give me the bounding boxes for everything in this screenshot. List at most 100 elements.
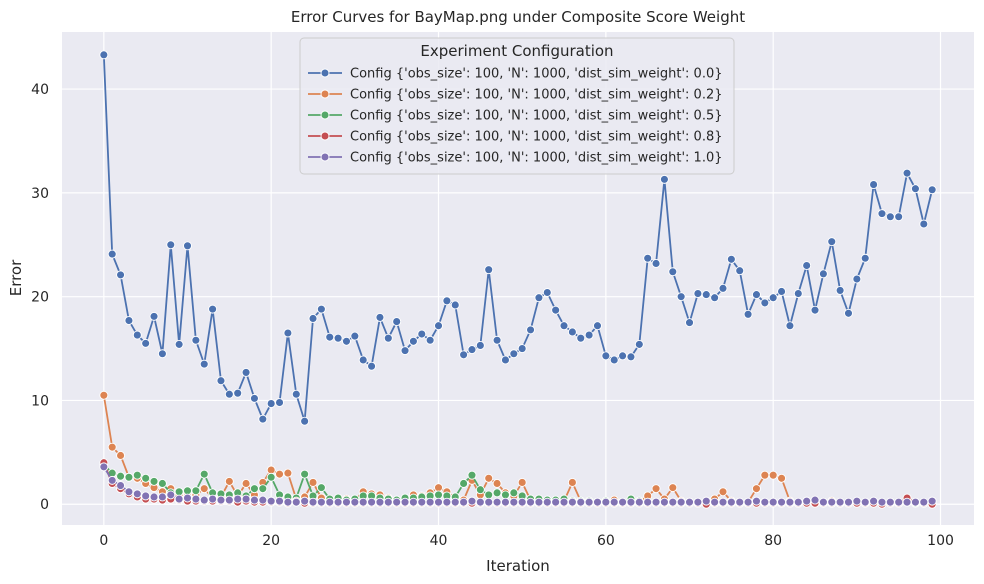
data-point (785, 321, 795, 331)
data-point (358, 497, 368, 507)
data-point (752, 496, 761, 506)
data-point (517, 477, 527, 487)
data-point (659, 497, 669, 507)
data-point (266, 399, 276, 409)
legend-label: Config {'obs_size': 100, 'N': 1000, 'dis… (350, 151, 723, 166)
data-point (860, 253, 870, 263)
data-point (484, 497, 494, 507)
data-point (818, 269, 828, 279)
data-point (141, 338, 151, 348)
x-tick-label: 100 (927, 533, 954, 549)
legend-item: Config {'obs_size': 100, 'N': 1000, 'dis… (308, 67, 723, 82)
data-point (107, 475, 117, 485)
data-point (793, 497, 803, 507)
data-point (191, 335, 201, 345)
data-point (626, 352, 636, 362)
legend-label: Config {'obs_size': 100, 'N': 1000, 'dis… (350, 67, 723, 82)
data-point (350, 331, 360, 341)
data-point (685, 497, 694, 507)
data-point (266, 465, 276, 475)
data-point (685, 318, 694, 328)
legend-item: Config {'obs_size': 100, 'N': 1000, 'dis… (308, 151, 723, 166)
legend-swatch-marker (320, 89, 330, 99)
data-point (618, 351, 628, 361)
x-tick-label: 0 (99, 533, 108, 549)
data-point (434, 497, 443, 507)
y-tick-label: 30 (31, 186, 49, 202)
data-point (500, 490, 510, 500)
data-point (844, 497, 853, 507)
data-point (434, 321, 443, 331)
data-point (760, 298, 770, 308)
data-point (124, 316, 134, 325)
data-point (258, 495, 268, 505)
legend-item: Config {'obs_size': 100, 'N': 1000, 'dis… (308, 109, 723, 124)
data-point (141, 473, 151, 483)
data-point (710, 497, 720, 507)
data-point (676, 292, 686, 302)
data-point (601, 497, 611, 507)
data-point (810, 495, 820, 505)
data-point (567, 497, 577, 507)
data-point (157, 492, 167, 502)
data-point (233, 494, 243, 504)
data-point (777, 287, 787, 296)
data-point (835, 285, 845, 295)
data-point (174, 494, 184, 504)
data-point (174, 487, 184, 497)
data-point (894, 497, 904, 507)
data-point (459, 497, 469, 507)
data-point (316, 483, 326, 493)
data-point (434, 490, 443, 500)
data-point (300, 496, 310, 506)
series-line (102, 54, 934, 423)
data-point (132, 470, 142, 480)
data-point (442, 296, 452, 306)
data-point (333, 333, 343, 343)
data-point (400, 346, 410, 356)
data-point (333, 497, 343, 507)
legend-label: Config {'obs_size': 100, 'N': 1000, 'dis… (350, 109, 723, 124)
data-point (927, 496, 937, 506)
data-point (300, 469, 310, 479)
data-point (166, 490, 176, 500)
data-point (835, 497, 845, 507)
data-point (484, 490, 494, 500)
data-point (459, 350, 469, 360)
data-point (860, 497, 870, 507)
data-point (283, 497, 293, 507)
data-point (434, 483, 443, 493)
x-axis-label: Iteration (486, 557, 550, 575)
x-tick-label: 40 (430, 533, 448, 549)
data-point (442, 497, 452, 507)
data-point (149, 311, 159, 321)
data-point (743, 497, 753, 507)
data-point (116, 270, 126, 280)
data-point (760, 497, 770, 507)
data-point (459, 479, 469, 488)
data-point (249, 393, 259, 403)
data-point (183, 486, 192, 496)
data-point (475, 340, 485, 350)
data-point (584, 330, 594, 340)
data-point (626, 497, 636, 507)
data-point (910, 497, 920, 507)
data-point (191, 486, 201, 496)
data-point (509, 488, 519, 498)
data-point (425, 497, 435, 507)
data-point (701, 290, 711, 300)
data-point (308, 477, 318, 487)
data-point (199, 359, 209, 369)
data-point (383, 497, 393, 507)
data-point (701, 496, 711, 506)
data-point (710, 293, 720, 303)
data-point (266, 472, 276, 482)
data-point (718, 487, 728, 497)
data-point (475, 497, 485, 507)
data-point (467, 496, 477, 506)
data-point (249, 484, 259, 494)
y-tick-label: 0 (40, 497, 49, 513)
data-point (99, 390, 109, 400)
data-point (559, 321, 569, 331)
data-point (157, 349, 167, 359)
